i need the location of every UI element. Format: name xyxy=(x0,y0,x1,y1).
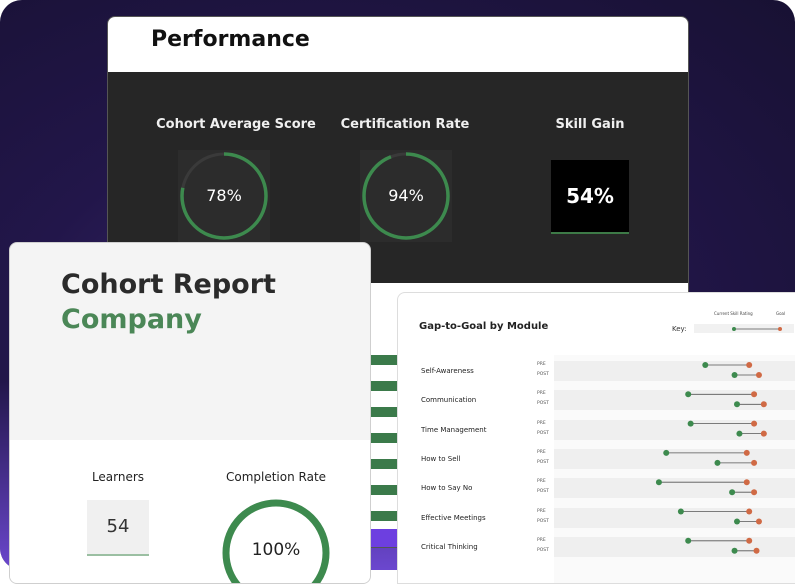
post-label: POST xyxy=(537,372,549,377)
post-label: POST xyxy=(537,430,549,436)
chart-stripe xyxy=(370,433,400,443)
cohort-company-name: Company xyxy=(61,304,202,335)
legend-current-dot xyxy=(732,327,736,331)
gap-chart-title: Gap-to-Goal by Module xyxy=(419,321,549,332)
gap-to-goal-card: Gap-to-Goal by Module Current Skill Rati… xyxy=(397,292,795,584)
cohort-average-score-gauge: 78% xyxy=(178,150,270,242)
cohort-report-title: Cohort Report xyxy=(61,269,276,300)
post-label: POST xyxy=(537,489,549,495)
current-point-pre xyxy=(663,449,670,456)
pre-label: PRE xyxy=(537,508,546,514)
goal-point-pre xyxy=(746,362,753,368)
current-point-post xyxy=(734,518,740,525)
post-label: POST xyxy=(537,401,549,407)
key-label: Key: xyxy=(672,325,687,333)
goal-point-pre xyxy=(746,537,753,544)
goal-point-post xyxy=(751,489,758,496)
chart-stripe xyxy=(370,381,400,391)
performance-header: Performance xyxy=(108,17,688,72)
current-point-post xyxy=(714,459,721,466)
module-label: Effective Meetings xyxy=(421,513,486,522)
learners-label: Learners xyxy=(91,470,145,484)
certification-rate-value: 94% xyxy=(388,186,424,205)
cohort-stats-panel xyxy=(10,440,370,583)
completion-rate-label: Completion Rate xyxy=(225,470,327,484)
module-label: How to Sell xyxy=(421,454,461,463)
goal-point-post xyxy=(760,430,767,437)
module-label: Critical Thinking xyxy=(421,542,478,551)
module-label: Communication xyxy=(421,396,477,405)
pre-label: PRE xyxy=(537,479,546,485)
row-band xyxy=(554,419,795,440)
gap-chart-plot xyxy=(655,327,782,554)
goal-point-post xyxy=(760,401,767,408)
certification-rate-gauge: 94% xyxy=(360,150,452,242)
post-label: POST xyxy=(537,518,549,524)
legend-goal-dot xyxy=(778,327,782,331)
legend-key xyxy=(694,324,794,333)
cohort-report-card: Cohort Report Company Learners 54 Comple… xyxy=(9,242,371,584)
completion-rate-gauge xyxy=(222,499,330,583)
goal-point-post xyxy=(751,459,758,466)
current-point-post xyxy=(731,372,738,378)
post-label: POST xyxy=(537,459,549,465)
goal-point-pre xyxy=(743,479,750,486)
pre-label: PRE xyxy=(537,391,546,397)
chart-stripe xyxy=(370,355,400,365)
current-point-pre xyxy=(655,479,662,486)
goal-point-pre xyxy=(751,391,758,398)
goal-point-post xyxy=(753,547,760,554)
chart-stripe xyxy=(370,407,400,417)
current-point-post xyxy=(729,489,736,496)
current-point-post xyxy=(734,401,740,408)
goal-point-post xyxy=(755,372,762,378)
performance-title: Performance xyxy=(151,27,310,52)
module-label: How to Say No xyxy=(421,484,473,493)
cohort-average-score-value: 78% xyxy=(206,186,242,205)
goal-point-pre xyxy=(743,449,750,456)
goal-point-pre xyxy=(751,420,758,427)
skill-gain-box: 54% xyxy=(551,160,629,234)
current-point-pre xyxy=(687,420,694,427)
pre-label: PRE xyxy=(537,362,546,367)
pre-label: PRE xyxy=(537,537,546,543)
module-label: Time Management xyxy=(421,425,487,434)
chart-stripe xyxy=(370,459,400,469)
completion-rate-value: 100% xyxy=(251,540,301,560)
skill-gain-label: Skill Gain xyxy=(555,117,625,132)
row-band xyxy=(554,448,795,469)
current-point-pre xyxy=(685,391,692,398)
legend-goal-label: Goal xyxy=(776,311,786,316)
cohort-average-score-label: Cohort Average Score xyxy=(156,117,316,132)
skill-gain-value: 54% xyxy=(566,184,614,208)
goal-point-pre xyxy=(746,508,753,515)
legend-current-label: Current Skill Rating xyxy=(714,311,753,316)
goal-point-post xyxy=(755,518,762,525)
pre-label: PRE xyxy=(537,449,546,455)
current-point-pre xyxy=(677,508,684,515)
module-label: Self-Awareness xyxy=(421,367,474,375)
chart-stripe xyxy=(370,485,400,495)
post-label: POST xyxy=(537,547,549,553)
certification-rate-label: Certification Rate xyxy=(340,117,470,132)
chart-stripe xyxy=(370,511,400,521)
current-point-pre xyxy=(685,537,692,544)
current-point-post xyxy=(736,430,743,437)
current-point-pre xyxy=(702,362,709,368)
current-point-post xyxy=(731,547,738,554)
pre-label: PRE xyxy=(537,420,546,426)
learners-value: 54 xyxy=(106,516,130,537)
learners-box: 54 xyxy=(87,500,149,556)
